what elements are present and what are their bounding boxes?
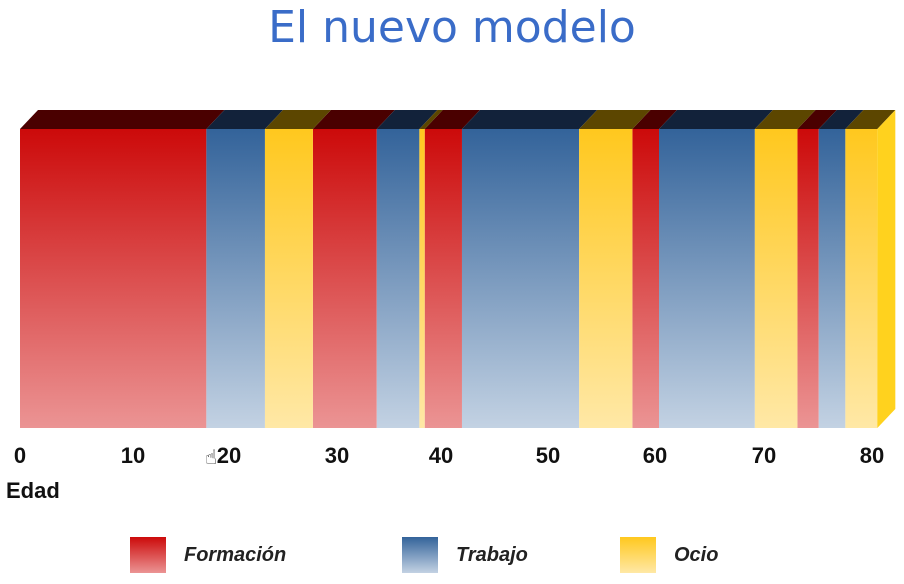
x-tick-label-30: 30: [325, 443, 349, 468]
legend-swatch-formacion: [130, 537, 166, 573]
bar-top-formación-3: [632, 110, 677, 129]
bar-top-ocio-3: [754, 110, 816, 129]
bar-segment-formación-3: [632, 129, 659, 428]
x-axis-label: Edad: [6, 478, 60, 503]
legend-item-formacion: Formación: [130, 535, 286, 575]
legend-swatch-trabajo: [402, 537, 438, 573]
x-tick-label-60: 60: [643, 443, 667, 468]
x-tick-label-50: 50: [536, 443, 560, 468]
x-tick-label-70: 70: [752, 443, 776, 468]
bar-top-formación-0: [20, 110, 225, 129]
legend-item-trabajo: Trabajo: [402, 535, 528, 575]
bar-segment-trabajo-3: [659, 129, 755, 428]
bar-top-trabajo-4: [818, 110, 864, 129]
bar-segment-trabajo-1: [376, 129, 420, 428]
bar-segment-ocio-3: [754, 129, 798, 428]
bar-segment-trabajo-2: [461, 129, 580, 428]
bar-top-ocio-2: [579, 110, 651, 129]
legend-swatch-ocio: [620, 537, 656, 573]
bar-segment-formación-1: [312, 129, 377, 428]
x-tick-label-40: 40: [429, 443, 453, 468]
bar-segments: [20, 110, 896, 428]
bar-segment-ocio-2: [579, 129, 633, 428]
bar-segment-ocio-0: [264, 129, 313, 428]
bar-segment-ocio-1: [419, 129, 425, 428]
bar-side-face: [877, 110, 896, 428]
bar-top-ocio-0: [264, 110, 331, 129]
x-axis-ticks: 0 10 20 30 40 50 60 70 80: [14, 443, 884, 468]
legend-label-ocio: Ocio: [674, 543, 719, 566]
legend-label-formacion: Formación: [184, 543, 287, 566]
x-tick-label-20: 20: [217, 443, 241, 468]
bar-top-formación-1: [312, 110, 395, 129]
bar-segment-trabajo-4: [818, 129, 846, 428]
bar-top-trabajo-2: [461, 110, 598, 129]
chart-title: El nuevo modelo: [268, 2, 636, 53]
legend-label-trabajo: Trabajo: [456, 543, 528, 566]
bar-top-ocio-1: [419, 110, 443, 129]
legend-item-ocio: Ocio: [620, 535, 718, 575]
hand-pointer-icon: ☝: [205, 445, 218, 469]
bar-segment-formación-4: [797, 129, 819, 428]
bar-segment-formación-2: [424, 129, 462, 428]
x-tick-label-10: 10: [121, 443, 145, 468]
bar-top-formación-4: [797, 110, 837, 129]
legend: Formación Trabajo Ocio: [0, 535, 904, 580]
bar-segment-ocio-4: [845, 129, 878, 428]
bar-segment-formación-0: [20, 129, 207, 428]
bar-top-trabajo-3: [659, 110, 773, 129]
bar-top-trabajo-1: [376, 110, 438, 129]
bar-top-trabajo-0: [206, 110, 283, 129]
bar-segment-trabajo-0: [206, 129, 265, 428]
x-tick-label-80: 80: [860, 443, 884, 468]
bar-top-ocio-4: [845, 110, 896, 129]
x-tick-label-0: 0: [14, 443, 26, 468]
timeline-chart: 0 10 20 30 40 50 60 70 80 Edad: [6, 110, 896, 503]
bar-top-formación-2: [424, 110, 480, 129]
